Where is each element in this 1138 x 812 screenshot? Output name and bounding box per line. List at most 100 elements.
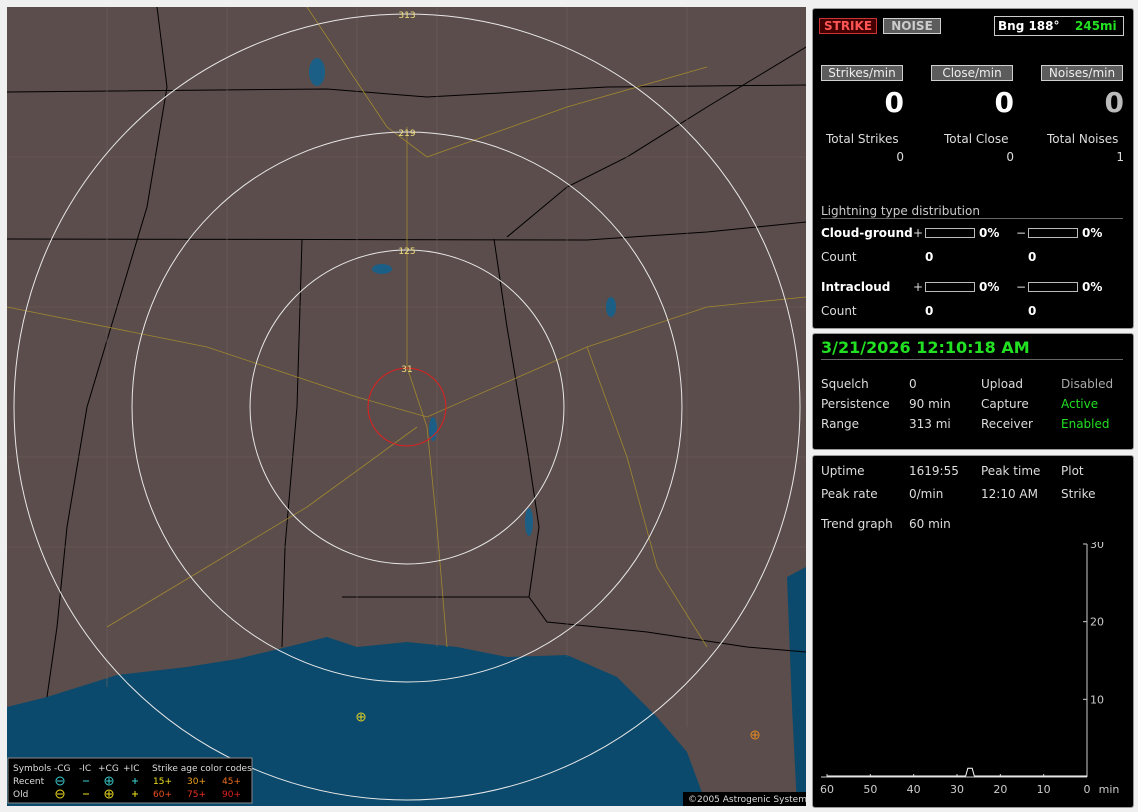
range-ring bbox=[249, 249, 565, 565]
copyright-box bbox=[683, 792, 806, 806]
status-label: Receiver bbox=[981, 417, 1033, 431]
stat-text: 12:10 AM bbox=[981, 487, 1038, 501]
datetime: 3/21/2026 12:10:18 AM bbox=[821, 338, 1030, 357]
percent-bar bbox=[925, 282, 975, 292]
percent: 0% bbox=[979, 226, 1000, 240]
percent: 0% bbox=[979, 280, 1000, 294]
status-value: Active bbox=[1061, 397, 1099, 411]
rate-value: 0 bbox=[1104, 86, 1124, 119]
status-value: 90 min bbox=[909, 397, 951, 411]
range-ring bbox=[131, 131, 683, 683]
strike-symbol bbox=[356, 712, 366, 722]
percent: 0% bbox=[1082, 226, 1103, 240]
legend-text: 90+ bbox=[222, 790, 241, 800]
rate-value: 0 bbox=[994, 86, 1014, 119]
copyright: ©2005 Astrogenic Systems bbox=[688, 795, 806, 805]
type-name: Intracloud bbox=[821, 280, 891, 294]
rate-button[interactable]: Strikes/min bbox=[821, 65, 903, 81]
counts-panel: STRIKE NOISE Bng 188° 245mi Strikes/min … bbox=[812, 8, 1134, 329]
count: 0 bbox=[925, 304, 934, 318]
x-axis-label: min bbox=[1099, 783, 1120, 796]
legend-text: +CG bbox=[98, 764, 119, 774]
legend-text: 60+ bbox=[153, 790, 172, 800]
legend-text: Old bbox=[13, 790, 28, 800]
percent-bar bbox=[925, 228, 975, 238]
divider bbox=[821, 218, 1123, 219]
sign: − bbox=[1016, 280, 1027, 294]
legend-text: +IC bbox=[123, 764, 139, 774]
divider bbox=[821, 359, 1123, 360]
status-value: Disabled bbox=[1061, 377, 1114, 391]
strike-button[interactable]: STRIKE bbox=[819, 18, 877, 34]
count: 0 bbox=[1028, 250, 1037, 264]
lightning-map: 313 219 125 31 Symbols -CG -IC +CG +IC Stri… bbox=[7, 7, 806, 806]
status-value: 313 mi bbox=[909, 417, 951, 431]
stat-text: Peak time bbox=[981, 464, 1041, 478]
strike-symbol bbox=[358, 714, 364, 720]
total-value: 0 bbox=[896, 150, 904, 164]
total-label: Total Noises bbox=[1047, 132, 1119, 146]
count: 0 bbox=[1028, 304, 1037, 318]
trend-value: 60 min bbox=[909, 517, 951, 531]
x-tick-label: 50 bbox=[863, 783, 877, 796]
range-ring bbox=[367, 367, 447, 447]
status-label: Range bbox=[821, 417, 860, 431]
legend-text: 15+ bbox=[153, 777, 172, 787]
status-value: 0 bbox=[909, 377, 917, 391]
atlantic bbox=[787, 567, 806, 806]
count-label: Count bbox=[821, 304, 857, 318]
state-borders bbox=[7, 7, 806, 698]
range-label: 313 bbox=[398, 11, 415, 21]
sign: − bbox=[1016, 226, 1027, 240]
map-geography bbox=[7, 7, 806, 806]
noise-button[interactable]: NOISE bbox=[883, 18, 941, 34]
y-tick-label: 30 bbox=[1090, 542, 1104, 551]
count-label: Count bbox=[821, 250, 857, 264]
x-tick-label: 10 bbox=[1037, 783, 1051, 796]
status-label: Upload bbox=[981, 377, 1024, 391]
x-tick-label: 30 bbox=[950, 783, 964, 796]
rate-button[interactable]: Close/min bbox=[931, 65, 1013, 81]
count: 0 bbox=[925, 250, 934, 264]
x-tick-label: 20 bbox=[993, 783, 1007, 796]
strike-symbols bbox=[356, 712, 760, 740]
strike-symbol bbox=[750, 730, 760, 740]
trend-label: Trend graph bbox=[821, 517, 893, 531]
rate-button[interactable]: Noises/min bbox=[1041, 65, 1123, 81]
x-tick-label: 40 bbox=[907, 783, 921, 796]
sign: + bbox=[913, 280, 924, 294]
status-panel: 3/21/2026 12:10:18 AM Squelch 0 Upload Disa… bbox=[812, 333, 1134, 450]
sign: + bbox=[913, 226, 924, 240]
x-tick-label: 60 bbox=[820, 783, 834, 796]
x-tick-label: 0 bbox=[1084, 783, 1091, 796]
rate-value: 0 bbox=[884, 86, 904, 119]
y-tick-label: 10 bbox=[1090, 693, 1104, 706]
legend-text: -IC bbox=[79, 764, 91, 774]
total-label: Total Close bbox=[944, 132, 1009, 146]
strike-symbol bbox=[752, 732, 758, 738]
distance: 245mi bbox=[1075, 19, 1117, 33]
legend-text: Strike age color codes bbox=[152, 764, 252, 774]
stat-text: 0/min bbox=[909, 487, 944, 501]
stat-text: Uptime bbox=[821, 464, 865, 478]
stat-text: Peak rate bbox=[821, 487, 878, 501]
highways bbox=[7, 7, 806, 648]
type-name: Cloud-ground bbox=[821, 226, 913, 240]
total-value: 0 bbox=[1006, 150, 1014, 164]
stats-panel: Trend graph 60 min 10 20 30 60 50 40 30 20 10 0 mi… bbox=[812, 455, 1134, 808]
y-tick-label: 20 bbox=[1090, 616, 1104, 629]
status-value: Enabled bbox=[1061, 417, 1110, 431]
total-value: 1 bbox=[1116, 150, 1124, 164]
trend-graph: 10 20 30 60 50 40 30 20 10 0 min bbox=[820, 542, 1120, 796]
stat-text: Strike bbox=[1061, 487, 1096, 501]
lakes bbox=[309, 58, 616, 536]
percent-bar bbox=[1028, 228, 1078, 238]
legend-text: 75+ bbox=[187, 790, 206, 800]
distribution-title: Lightning type distribution bbox=[821, 204, 980, 218]
range-label: 31 bbox=[401, 365, 412, 375]
range-label: 219 bbox=[398, 129, 415, 139]
trend-line bbox=[827, 767, 1087, 777]
status-label: Squelch bbox=[821, 377, 869, 391]
total-label: Total Strikes bbox=[826, 132, 899, 146]
bearing: Bng 188° bbox=[998, 19, 1060, 33]
